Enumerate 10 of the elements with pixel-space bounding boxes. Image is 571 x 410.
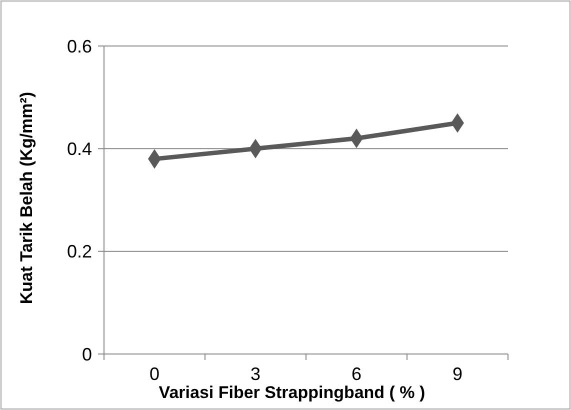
y-tick-label: 0.4: [66, 138, 92, 159]
y-tick-label: 0.2: [66, 242, 92, 262]
x-tick-label: 0: [149, 364, 160, 384]
y-axis-title: Kuat Tarik Belah (Kg/mm²): [17, 92, 36, 304]
y-tick-label: 0.6: [66, 36, 92, 56]
x-tick-label: 3: [250, 364, 261, 384]
y-tick-label: 0: [82, 344, 92, 364]
x-tick-label: 6: [351, 364, 362, 384]
x-axis-title: Variasi Fiber Strappingband ( % ): [158, 383, 426, 402]
x-tick-label: 9: [452, 364, 463, 384]
